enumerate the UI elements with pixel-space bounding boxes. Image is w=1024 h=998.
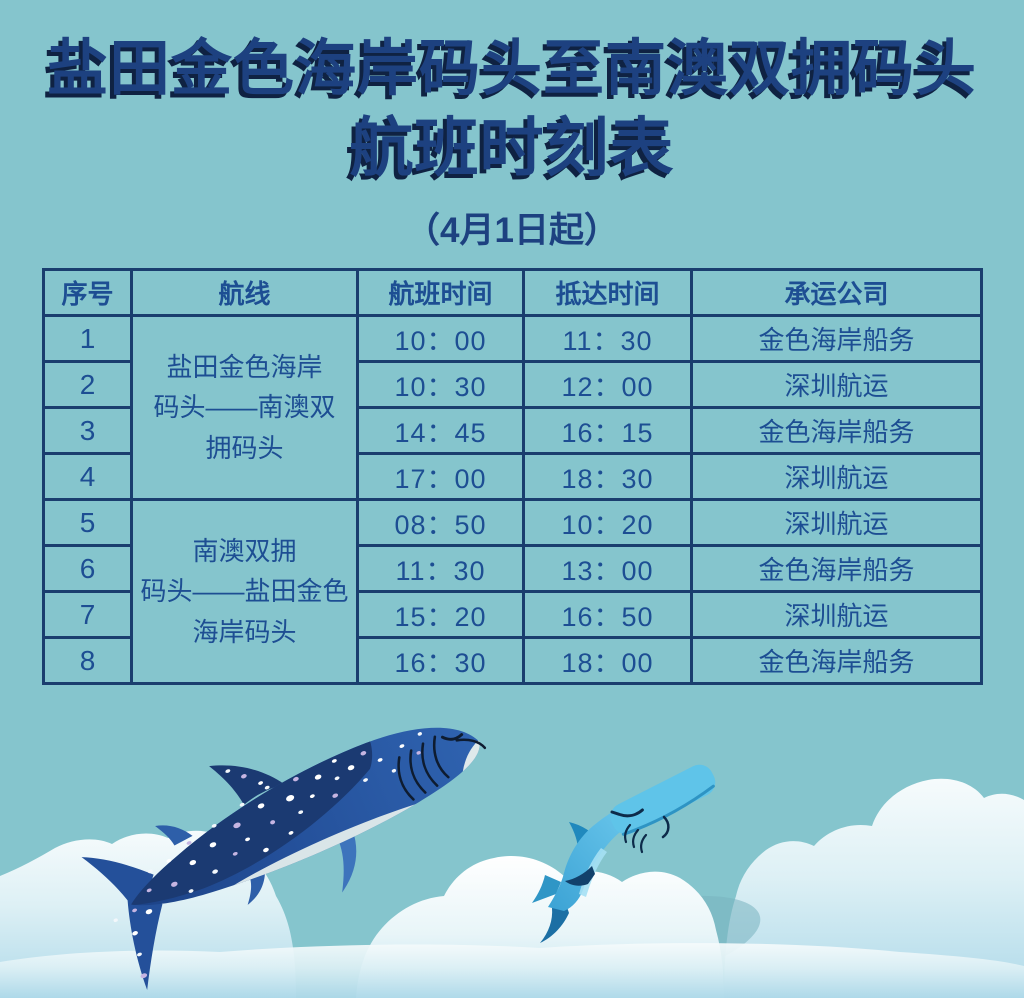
hammerhead-mouth	[661, 815, 670, 839]
cell-carrier: 深圳航运	[690, 590, 983, 639]
cell-no: 6	[42, 544, 133, 593]
cell-carrier: 深圳航运	[690, 360, 983, 409]
effective-date-subtitle: （4月1日起）	[405, 211, 619, 251]
cell-depart: 10：00	[356, 314, 525, 363]
whale-shark-pectoral-fin	[337, 830, 357, 893]
hammerhead-head	[610, 764, 716, 836]
table-row: 4 17：00 18：30 深圳航运	[42, 452, 983, 501]
cell-depart: 14：45	[356, 406, 525, 455]
column-header-arrive: 抵达时间	[522, 268, 693, 317]
column-header-no: 序号	[42, 268, 133, 317]
table-row: 7 15：20 16：50 深圳航运	[42, 590, 983, 639]
cloud-bottom-band	[0, 943, 1024, 998]
table-header-row: 序号 航线 航班时间 抵达时间 承运公司	[42, 268, 983, 317]
whale-shark-back-shading	[128, 740, 373, 906]
cell-no: 1	[42, 314, 133, 363]
cell-depart: 17：00	[356, 452, 525, 501]
whale-shark-pelvic-fin	[247, 871, 265, 905]
cell-no: 7	[42, 590, 133, 639]
hammerhead-pectoral-fin	[565, 866, 595, 886]
table-row: 2 10：30 12：00 深圳航运	[42, 360, 983, 409]
cell-arrive: 12：00	[522, 360, 693, 409]
cell-depart: 11：30	[356, 544, 525, 593]
cell-arrive: 16：50	[522, 590, 693, 639]
cell-no: 2	[42, 360, 133, 409]
whale-shark-dorsal-fin	[209, 765, 285, 805]
cell-arrive: 18：30	[522, 452, 693, 501]
column-header-route: 航线	[130, 268, 359, 317]
ocean-illustration	[0, 727, 1024, 998]
cell-carrier: 深圳航运	[690, 498, 983, 547]
hammerhead-shark-illustration	[532, 764, 716, 943]
cell-depart: 15：20	[356, 590, 525, 639]
cell-arrive: 16：15	[522, 406, 693, 455]
cell-carrier: 金色海岸船务	[690, 406, 983, 455]
schedule-table: 序号 航线 航班时间 抵达时间 承运公司 1 盐田金色海岸 码头——南澳双 拥码…	[42, 268, 983, 685]
cell-arrive: 11：30	[522, 314, 693, 363]
cell-depart: 16：30	[356, 636, 525, 685]
table-row: 8 16：30 18：00 金色海岸船务	[42, 636, 983, 685]
column-header-carrier: 承运公司	[690, 268, 983, 317]
cell-carrier: 深圳航运	[690, 452, 983, 501]
table-row: 5 南澳双拥 码头——盐田金色 海岸码头 08：50 10：20 深圳航运	[42, 498, 983, 685]
cell-arrive: 10：20	[522, 498, 693, 547]
whale-shark-mouth	[455, 738, 487, 750]
whale-shark-spots	[113, 732, 422, 979]
cell-no: 5	[42, 498, 133, 547]
cell-no: 3	[42, 406, 133, 455]
cell-no: 4	[42, 452, 133, 501]
cloud-right	[724, 778, 1024, 998]
cell-carrier: 金色海岸船务	[690, 636, 983, 685]
cell-arrive: 18：00	[522, 636, 693, 685]
cell-carrier: 金色海岸船务	[690, 544, 983, 593]
cell-no: 8	[42, 636, 133, 685]
hammerhead-eye-icon	[618, 808, 644, 818]
page-title-line2: 航班时刻表	[349, 111, 675, 184]
table-row: 6 11：30 13：00 金色海岸船务	[42, 544, 983, 593]
route-cell-outbound: 盐田金色海岸 码头——南澳双 拥码头	[130, 314, 359, 501]
hammerhead-gills	[624, 823, 648, 854]
whale-shark-eye-icon	[440, 733, 464, 741]
hammerhead-tail-lower	[540, 904, 569, 943]
column-header-depart: 航班时间	[356, 268, 525, 317]
whale-shark-second-dorsal-fin	[155, 825, 193, 846]
cell-depart: 08：50	[356, 498, 525, 547]
table-row: 3 14：45 16：15 金色海岸船务	[42, 406, 983, 455]
table-row: 1 盐田金色海岸 码头——南澳双 拥码头 10：00 11：30 金色海岸船务	[42, 314, 983, 501]
cell-depart: 10：30	[356, 360, 525, 409]
cell-arrive: 13：00	[522, 544, 693, 593]
cell-carrier: 金色海岸船务	[690, 314, 983, 363]
whale-shark-gills	[397, 735, 450, 801]
route-cell-inbound: 南澳双拥 码头——盐田金色 海岸码头	[130, 498, 359, 685]
poster-header: 盐田金色海岸码头至南澳双拥码头 航班时刻表 （4月1日起）	[0, 36, 1024, 253]
page-title-line1: 盐田金色海岸码头至南澳双拥码头	[46, 34, 977, 102]
hammerhead-tail-upper	[532, 875, 561, 903]
